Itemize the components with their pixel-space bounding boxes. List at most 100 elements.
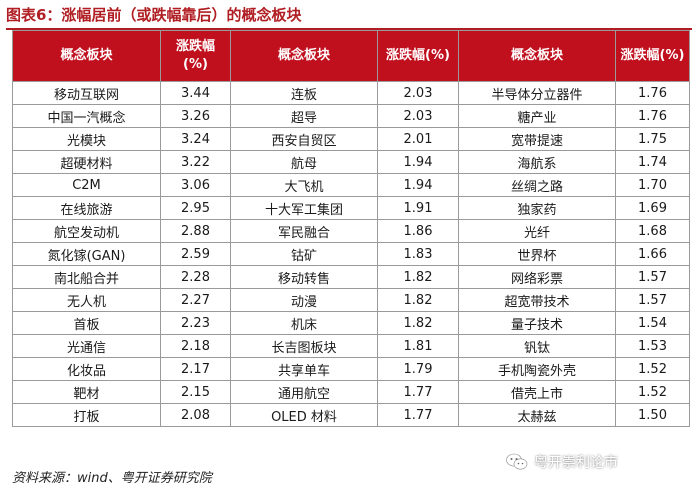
concept-cell: 光模块 <box>12 127 161 151</box>
concept-cell: 海航系 <box>458 150 616 174</box>
change-cell: 1.57 <box>615 265 690 289</box>
header-change: 涨跌幅(%) <box>160 30 231 82</box>
concept-cell: 南北船合并 <box>12 265 161 289</box>
change-cell: 3.06 <box>160 173 231 197</box>
change-cell: 1.75 <box>615 127 690 151</box>
change-cell: 2.95 <box>160 196 231 220</box>
concept-cell: 中国一汽概念 <box>12 104 161 128</box>
concept-cell: 西安自贸区 <box>230 127 378 151</box>
change-cell: 1.74 <box>615 150 690 174</box>
concept-cell: 世界杯 <box>458 242 616 266</box>
change-cell: 2.59 <box>160 242 231 266</box>
concept-cell: 手机陶瓷外壳 <box>458 357 616 381</box>
header-concept: 概念板块 <box>230 30 378 82</box>
change-cell: 1.69 <box>615 196 690 220</box>
change-cell: 1.94 <box>377 173 459 197</box>
change-cell: 1.52 <box>615 380 690 404</box>
watermark: 粤开崇利论市 <box>506 450 692 474</box>
change-cell: 2.23 <box>160 311 231 335</box>
concept-cell: 打板 <box>12 403 161 427</box>
source-note: 资料来源：wind、粤开证券研究院 <box>12 471 212 486</box>
change-cell: 2.01 <box>377 127 459 151</box>
concept-cell: 大飞机 <box>230 173 378 197</box>
table-row: 中国一汽概念 3.26 超导 2.03 糖产业 1.76 <box>12 104 690 128</box>
concept-cell: 化妆品 <box>12 357 161 381</box>
concept-cell: 宽带提速 <box>458 127 616 151</box>
concept-cell: 超宽带技术 <box>458 288 616 312</box>
header-concept: 概念板块 <box>12 30 161 82</box>
concept-cell: 航母 <box>230 150 378 174</box>
change-cell: 1.54 <box>615 311 690 335</box>
concept-cell: 十大军工集团 <box>230 196 378 220</box>
change-cell: 1.68 <box>615 219 690 243</box>
change-cell: 1.77 <box>377 380 459 404</box>
table-row: 首板 2.23 机床 1.82 量子技术 1.54 <box>12 311 690 335</box>
concept-cell: 军民融合 <box>230 219 378 243</box>
concept-cell: 连板 <box>230 81 378 105</box>
change-cell: 1.53 <box>615 334 690 358</box>
concept-cell: 太赫兹 <box>458 403 616 427</box>
table-row: 氮化镓(GAN) 2.59 钴矿 1.83 世界杯 1.66 <box>12 242 690 266</box>
change-cell: 3.26 <box>160 104 231 128</box>
header-change: 涨跌幅(%) <box>615 30 690 82</box>
concept-cell: 丝绸之路 <box>458 173 616 197</box>
table-row: 南北船合并 2.28 移动转售 1.82 网络彩票 1.57 <box>12 265 690 289</box>
change-cell: 1.94 <box>377 150 459 174</box>
change-cell: 1.79 <box>377 357 459 381</box>
concept-cell: 移动互联网 <box>12 81 161 105</box>
concept-cell: 移动转售 <box>230 265 378 289</box>
concept-cell: 独家药 <box>458 196 616 220</box>
change-cell: 1.82 <box>377 311 459 335</box>
header-concept: 概念板块 <box>458 30 616 82</box>
concept-cell: OLED 材料 <box>230 403 378 427</box>
concept-cell: 无人机 <box>12 288 161 312</box>
table-row: 靶材 2.15 通用航空 1.77 借壳上市 1.52 <box>12 380 690 404</box>
change-cell: 2.28 <box>160 265 231 289</box>
concept-table: 概念板块 涨跌幅(%) 概念板块 涨跌幅(%) 概念板块 涨跌幅(%) 移动互联… <box>12 30 690 427</box>
concept-cell: 光通信 <box>12 334 161 358</box>
concept-cell: 超硬材料 <box>12 150 161 174</box>
table-row: 超硬材料 3.22 航母 1.94 海航系 1.74 <box>12 150 690 174</box>
table-row: 光通信 2.18 长吉图板块 1.81 钒钛 1.53 <box>12 334 690 358</box>
change-cell: 3.24 <box>160 127 231 151</box>
change-cell: 1.76 <box>615 81 690 105</box>
concept-cell: 航空发动机 <box>12 219 161 243</box>
concept-cell: 糖产业 <box>458 104 616 128</box>
table-row: 光模块 3.24 西安自贸区 2.01 宽带提速 1.75 <box>12 127 690 151</box>
table-row: 打板 2.08 OLED 材料 1.77 太赫兹 1.50 <box>12 403 690 427</box>
table-row: 化妆品 2.17 共享单车 1.79 手机陶瓷外壳 1.52 <box>12 357 690 381</box>
change-cell: 3.44 <box>160 81 231 105</box>
concept-cell: 借壳上市 <box>458 380 616 404</box>
concept-cell: 通用航空 <box>230 380 378 404</box>
change-cell: 2.88 <box>160 219 231 243</box>
concept-cell: 钴矿 <box>230 242 378 266</box>
change-cell: 1.76 <box>615 104 690 128</box>
change-cell: 1.81 <box>377 334 459 358</box>
change-cell: 2.15 <box>160 380 231 404</box>
concept-cell: 长吉图板块 <box>230 334 378 358</box>
table-row: 航空发动机 2.88 军民融合 1.86 光纤 1.68 <box>12 219 690 243</box>
wechat-icon <box>506 453 528 470</box>
header-change: 涨跌幅(%) <box>377 30 459 82</box>
change-cell: 2.03 <box>377 81 459 105</box>
table-row: 移动互联网 3.44 连板 2.03 半导体分立器件 1.76 <box>12 81 690 105</box>
concept-cell: 光纤 <box>458 219 616 243</box>
watermark-text: 粤开崇利论市 <box>534 455 618 471</box>
change-cell: 1.57 <box>615 288 690 312</box>
change-cell: 1.50 <box>615 403 690 427</box>
table-row: C2M 3.06 大飞机 1.94 丝绸之路 1.70 <box>12 173 690 197</box>
concept-cell: 动漫 <box>230 288 378 312</box>
concept-cell: 在线旅游 <box>12 196 161 220</box>
concept-cell: 超导 <box>230 104 378 128</box>
change-cell: 1.82 <box>377 265 459 289</box>
change-cell: 2.27 <box>160 288 231 312</box>
concept-cell: 钒钛 <box>458 334 616 358</box>
table-header-row: 概念板块 涨跌幅(%) 概念板块 涨跌幅(%) 概念板块 涨跌幅(%) <box>12 30 690 82</box>
table-body: 移动互联网 3.44 连板 2.03 半导体分立器件 1.76 中国一汽概念 3.26 超导 2.… <box>12 81 690 427</box>
concept-cell: 共享单车 <box>230 357 378 381</box>
change-cell: 1.66 <box>615 242 690 266</box>
concept-cell: 量子技术 <box>458 311 616 335</box>
concept-cell: 机床 <box>230 311 378 335</box>
change-cell: 1.70 <box>615 173 690 197</box>
figure-title: 图表6：涨幅居前（或跌幅靠后）的概念板块 <box>6 6 302 24</box>
